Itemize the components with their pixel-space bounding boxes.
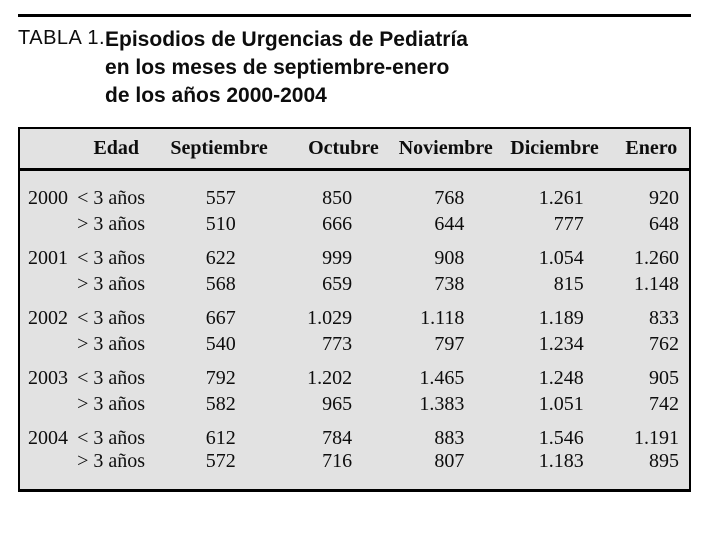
value-cell: 667 — [205, 306, 236, 329]
value-cell: 659 — [322, 273, 353, 295]
table-caption-label: TABLA 1. — [18, 27, 106, 49]
col-header-enero: Enero — [613, 128, 690, 171]
year-cell: 2004 — [28, 426, 68, 449]
value-cell: 773 — [322, 333, 353, 355]
value-cell: 797 — [434, 333, 465, 355]
value-cell: 1.260 — [634, 246, 679, 269]
value-cell: 905 — [649, 366, 679, 389]
table-row: 2001 < 3 años 622 999 908 1.054 1.260 — [19, 240, 690, 270]
year-cell: 2002 — [28, 306, 68, 329]
value-cell: 895 — [649, 449, 679, 472]
year-cell: 2000 — [28, 186, 68, 209]
edad-cell: > 3 años — [77, 213, 146, 235]
value-cell: 784 — [322, 426, 353, 449]
value-cell: 1.118 — [420, 306, 465, 329]
value-cell: 1.029 — [307, 306, 353, 329]
table-row: > 3 años 568 659 738 815 1.148 — [19, 270, 690, 300]
table-body: 2000 < 3 años 557 850 768 1.261 920 > 3 años 510… — [19, 169, 690, 490]
col-header-octubre: Octubre — [290, 128, 397, 171]
value-cell: 1.054 — [538, 246, 584, 269]
year-cell — [19, 270, 71, 300]
value-cell: 1.546 — [538, 426, 584, 449]
edad-cell: > 3 años — [77, 273, 146, 295]
value-cell: 644 — [434, 213, 465, 235]
value-cell: 999 — [322, 246, 353, 269]
value-cell: 965 — [322, 393, 353, 415]
caption-top-rule — [18, 14, 691, 17]
col-header-diciembre: Diciembre — [495, 128, 614, 171]
value-cell: 883 — [434, 426, 465, 449]
value-cell: 568 — [205, 273, 236, 295]
col-header-septiembre: Septiembre — [147, 128, 291, 171]
value-cell: 833 — [649, 306, 679, 329]
edad-cell: < 3 años — [77, 186, 146, 209]
value-cell: 1.051 — [538, 393, 584, 415]
caption-title-line-1: Episodios de Urgencias de Pediatría — [105, 28, 468, 51]
edad-cell: > 3 años — [77, 393, 146, 415]
value-cell: 666 — [322, 213, 353, 235]
value-cell: 572 — [205, 449, 236, 472]
year-cell — [19, 330, 71, 360]
col-header-noviembre: Noviembre — [396, 128, 496, 171]
value-cell: 815 — [553, 273, 584, 295]
table-row: 2002 < 3 años 667 1.029 1.118 1.189 833 — [19, 300, 690, 330]
year-cell — [19, 390, 71, 420]
value-cell: 1.189 — [538, 306, 584, 329]
table-header-row: Edad Septiembre Octubre Noviembre Diciem… — [19, 128, 690, 171]
table-row: 2003 < 3 años 792 1.202 1.465 1.248 905 — [19, 360, 690, 390]
table-row: > 3 años 540 773 797 1.234 762 — [19, 330, 690, 360]
value-cell: 768 — [434, 186, 465, 209]
edad-cell: > 3 años — [77, 333, 146, 355]
edad-cell: < 3 años — [77, 246, 146, 269]
table-caption: TABLA 1. Episodios de Urgencias de Pedia… — [18, 26, 691, 110]
year-cell — [19, 450, 71, 491]
table-row: 2004 < 3 años 612 784 883 1.546 1.191 — [19, 420, 690, 450]
value-cell: 510 — [205, 213, 236, 235]
data-table: Edad Septiembre Octubre Noviembre Diciem… — [18, 127, 691, 492]
col-header-year — [19, 128, 72, 171]
table-row: > 3 años 572 716 807 1.183 895 — [19, 450, 690, 491]
value-cell: 1.383 — [419, 393, 465, 415]
caption-title-line-3: de los años 2000-2004 — [105, 84, 327, 107]
table-row: 2000 < 3 años 557 850 768 1.261 920 — [19, 169, 690, 210]
value-cell: 612 — [205, 426, 236, 449]
value-cell: 1.248 — [538, 366, 584, 389]
year-cell — [19, 210, 71, 240]
edad-cell: < 3 años — [77, 366, 146, 389]
edad-cell: < 3 años — [77, 426, 146, 449]
value-cell: 622 — [205, 246, 236, 269]
value-cell: 850 — [322, 186, 353, 209]
value-cell: 1.191 — [634, 426, 679, 449]
value-cell: 1.202 — [307, 366, 353, 389]
value-cell: 920 — [649, 186, 679, 209]
value-cell: 762 — [649, 333, 679, 355]
value-cell: 557 — [205, 186, 236, 209]
value-cell: 1.465 — [419, 366, 465, 389]
value-cell: 716 — [322, 449, 353, 472]
value-cell: 777 — [553, 213, 584, 235]
table-row: > 3 años 510 666 644 777 648 — [19, 210, 690, 240]
col-header-edad: Edad — [71, 128, 148, 171]
value-cell: 648 — [649, 213, 679, 235]
table-row: > 3 años 582 965 1.383 1.051 742 — [19, 390, 690, 420]
value-cell: 738 — [434, 273, 465, 295]
value-cell: 792 — [205, 366, 236, 389]
edad-cell: > 3 años — [77, 449, 146, 472]
value-cell: 742 — [649, 393, 679, 415]
value-cell: 582 — [205, 393, 236, 415]
year-cell: 2001 — [28, 246, 68, 269]
value-cell: 807 — [434, 449, 465, 472]
value-cell: 1.183 — [538, 449, 584, 472]
value-cell: 540 — [205, 333, 236, 355]
value-cell: 1.261 — [538, 186, 584, 209]
year-cell: 2003 — [28, 366, 68, 389]
table-caption-title: Episodios de Urgencias de Pediatría en l… — [105, 26, 468, 110]
caption-title-line-2: en los meses de septiembre-enero — [105, 56, 450, 79]
value-cell: 1.148 — [634, 273, 679, 295]
value-cell: 908 — [434, 246, 465, 269]
value-cell: 1.234 — [538, 333, 584, 355]
edad-cell: < 3 años — [77, 306, 146, 329]
